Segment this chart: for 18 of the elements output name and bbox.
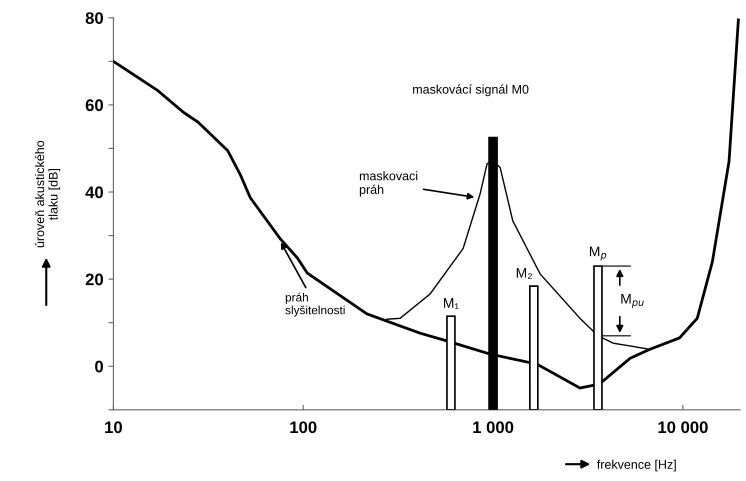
annotation: maskovácí signál M0 [413,84,528,96]
y-tick-label: 20 [86,274,103,286]
y-tick-label: 0 [95,360,103,372]
y-axis-title: úroveň akustického tlaku [dB] [34,140,60,248]
y-tick-label: 80 [86,12,103,24]
annotation: M$_{pu}$ [621,294,644,308]
annotation: maskovaci práh [360,171,418,196]
annotation: práh slyšitelnosti [285,292,345,317]
x-tick-label: 100 [290,421,316,434]
x-tick-label: 1 000 [473,421,514,434]
y-tick-label: 40 [85,186,103,198]
x-axis-title: frekvence [Hz] [596,460,676,472]
y-tick-label: 60 [86,99,103,112]
annotation: M₁ [444,298,459,309]
annotation: M$_{p}$ [590,246,606,260]
x-tick-label: 10 000 [658,421,708,434]
x-tick-label: 10 [105,421,122,434]
annotation: M₂ [516,268,532,279]
